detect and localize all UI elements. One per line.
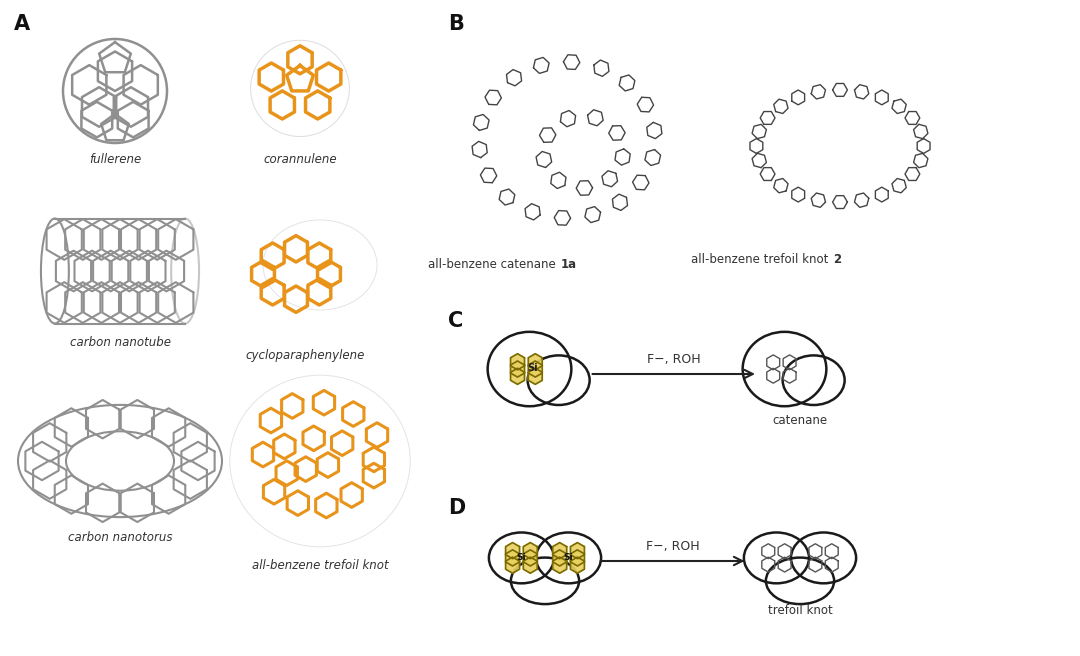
Polygon shape: [524, 557, 537, 573]
Polygon shape: [570, 557, 584, 573]
Polygon shape: [505, 550, 519, 566]
Text: B: B: [448, 14, 464, 34]
Text: Si: Si: [564, 554, 573, 562]
Polygon shape: [511, 361, 525, 377]
Polygon shape: [528, 354, 542, 370]
Text: F−, ROH: F−, ROH: [647, 353, 701, 366]
Text: C: C: [448, 311, 463, 331]
Text: all-benzene trefoil knot: all-benzene trefoil knot: [691, 253, 832, 266]
Polygon shape: [570, 550, 584, 566]
Polygon shape: [505, 557, 519, 573]
Text: fullerene: fullerene: [89, 153, 141, 166]
Polygon shape: [528, 361, 542, 377]
Text: 1a: 1a: [561, 258, 577, 271]
Polygon shape: [528, 368, 542, 384]
Text: carbon nanotube: carbon nanotube: [69, 335, 171, 348]
Polygon shape: [524, 543, 537, 559]
Text: all-benzene trefoil knot: all-benzene trefoil knot: [252, 559, 389, 572]
Text: all-benzene catenane: all-benzene catenane: [429, 258, 561, 271]
Text: F−, ROH: F−, ROH: [646, 540, 700, 553]
Text: cycloparaphenylene: cycloparaphenylene: [245, 349, 365, 362]
Text: 2: 2: [833, 253, 841, 266]
Polygon shape: [553, 557, 567, 573]
Polygon shape: [505, 543, 519, 559]
Text: catenane: catenane: [772, 415, 827, 427]
Text: corannulene: corannulene: [264, 153, 337, 166]
Polygon shape: [511, 354, 525, 370]
Polygon shape: [570, 543, 584, 559]
Polygon shape: [553, 550, 567, 566]
Polygon shape: [524, 550, 537, 566]
Text: trefoil knot: trefoil knot: [768, 604, 833, 617]
Polygon shape: [511, 368, 525, 384]
Polygon shape: [553, 543, 567, 559]
Text: Si: Si: [527, 363, 538, 373]
Text: A: A: [14, 14, 30, 34]
Text: carbon nanotorus: carbon nanotorus: [68, 531, 172, 544]
Text: D: D: [448, 498, 465, 518]
Text: Si: Si: [516, 554, 526, 562]
